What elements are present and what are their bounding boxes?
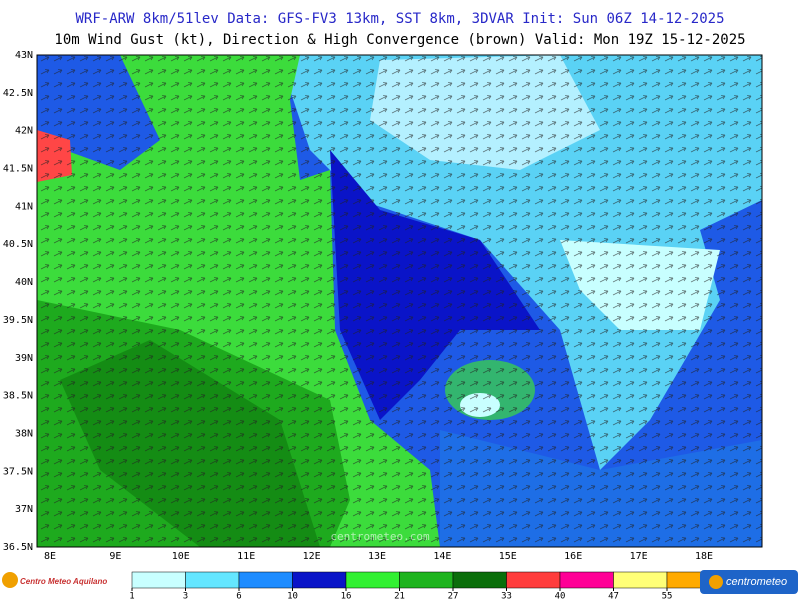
lat-label: 40N	[15, 277, 33, 288]
map-frame	[36, 54, 763, 548]
colorbar-label: 10	[287, 592, 298, 601]
colorbar-swatch	[238, 571, 293, 589]
lon-label: 9E	[109, 551, 121, 562]
colorbar-label: 3	[183, 592, 188, 601]
lon-label: 14E	[433, 551, 451, 562]
colorbar-swatch	[185, 571, 240, 589]
logo-right: centrometeo	[700, 570, 798, 594]
lat-label: 40.5N	[3, 239, 33, 250]
colorbar-swatch	[559, 571, 614, 589]
lon-label: 10E	[172, 551, 190, 562]
colorbar-swatch	[399, 571, 454, 589]
lat-label: 39N	[15, 353, 33, 364]
colorbar-label: 21	[394, 592, 405, 601]
lat-label: 43N	[15, 50, 33, 61]
subtitle: 10m Wind Gust (kt), Direction & High Con…	[54, 32, 745, 48]
colorbar-swatch	[131, 571, 186, 589]
lat-label: 37N	[15, 504, 33, 515]
logo-left-text: Centro Meteo Aquilano	[20, 577, 107, 586]
colorbar-label: 6	[236, 592, 241, 601]
lat-label: 42.5N	[3, 88, 33, 99]
lon-label: 13E	[368, 551, 386, 562]
lat-label: 41.5N	[3, 164, 33, 175]
colorbar-label: 1	[129, 592, 134, 601]
lon-label: 11E	[237, 551, 255, 562]
colorbar-swatch	[292, 571, 347, 589]
colorbar-label: 16	[341, 592, 352, 601]
wind-arrows	[37, 55, 762, 547]
title: WRF-ARW 8km/51lev Data: GFS-FV3 13km, SS…	[75, 11, 724, 27]
colorbar: 1 3 6 10 16 21 27 33 40 47 55	[129, 571, 721, 602]
lon-label: 17E	[630, 551, 648, 562]
lon-label: 18E	[695, 551, 713, 562]
logo-left: Centro Meteo Aquilano	[2, 572, 107, 588]
watermark: centrometeo.com	[330, 530, 430, 543]
lat-label: 39.5N	[3, 315, 33, 326]
logo-right-text: centrometeo	[726, 576, 787, 588]
lon-label: 12E	[303, 551, 321, 562]
lat-label: 38N	[15, 428, 33, 439]
lat-label: 36.5N	[3, 542, 33, 553]
lat-label: 42N	[15, 126, 33, 137]
lat-label: 37.5N	[3, 466, 33, 477]
lon-label: 15E	[499, 551, 517, 562]
lon-label: 8E	[44, 551, 56, 562]
colorbar-label: 27	[448, 592, 459, 601]
colorbar-label: 33	[501, 592, 512, 601]
lat-label: 38.5N	[3, 391, 33, 402]
colorbar-swatch	[452, 571, 507, 589]
lat-label: 41N	[15, 201, 33, 212]
colorbar-swatch	[345, 571, 400, 589]
colorbar-swatch	[613, 571, 668, 589]
colorbar-label: 47	[608, 592, 619, 601]
colorbar-label: 40	[555, 592, 566, 601]
colorbar-swatch	[506, 571, 561, 589]
map	[37, 55, 762, 547]
lon-label: 16E	[564, 551, 582, 562]
colorbar-label: 55	[662, 592, 673, 601]
